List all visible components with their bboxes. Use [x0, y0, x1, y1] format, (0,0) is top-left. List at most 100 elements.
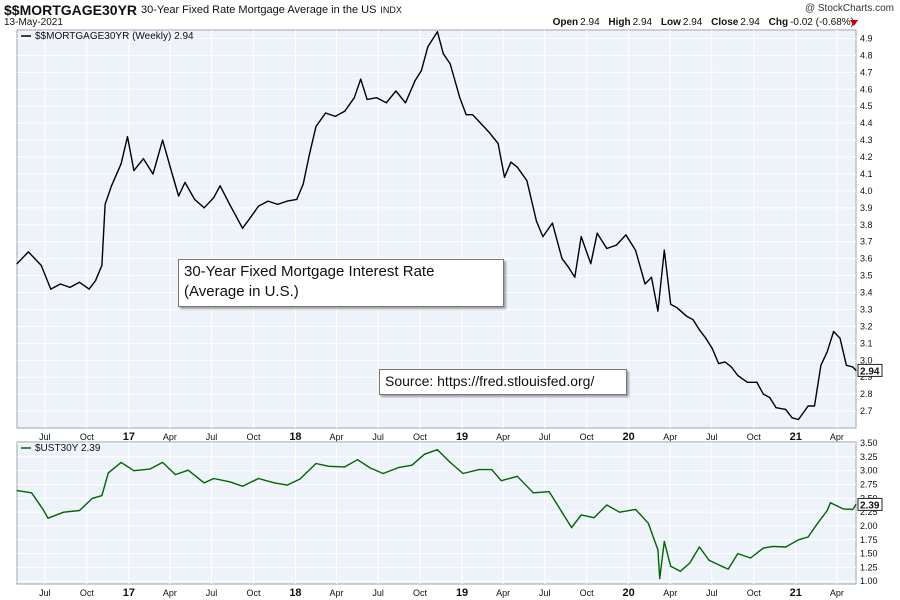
data-point [459, 97, 461, 99]
data-point [47, 517, 49, 519]
data-point [424, 453, 426, 455]
x-tick-label: 18 [289, 587, 301, 599]
data-point [574, 276, 576, 278]
y-tick-label: 3.5 [860, 271, 873, 281]
data-point [644, 283, 646, 285]
y-tick-label: 4.0 [860, 186, 873, 196]
data-point [718, 363, 720, 365]
data-point [420, 70, 423, 72]
y-tick-label: 3.25 [860, 452, 878, 462]
data-point [152, 173, 154, 175]
x-tick-label: Jul [372, 432, 384, 442]
data-point [120, 461, 122, 464]
data-point [385, 102, 387, 104]
data-point [561, 511, 563, 513]
data-point [737, 374, 739, 377]
copyright[interactable]: @ StockCharts.com [804, 3, 894, 14]
data-point [580, 236, 582, 238]
y-tick-label: 4.1 [860, 169, 873, 179]
data-point [16, 490, 18, 492]
x-tick-label: Oct [747, 588, 762, 598]
x-tick-label: Oct [246, 432, 261, 442]
data-point [650, 276, 653, 278]
data-point [749, 557, 752, 559]
data-point [807, 536, 809, 538]
data-point [296, 198, 298, 200]
y-tick-label: 3.8 [860, 220, 873, 230]
y-tick-label: 4.8 [860, 50, 873, 60]
data-point [500, 480, 502, 482]
data-point [133, 169, 135, 172]
annotation-line-1: 30-Year Fixed Mortgage Interest Rate [184, 263, 435, 280]
data-point [442, 53, 444, 55]
x-tick-label: Jul [39, 432, 51, 442]
data-point [411, 464, 413, 466]
data-point [532, 492, 534, 494]
data-point [436, 449, 439, 451]
treasury-yield-line [16, 449, 857, 580]
data-point [659, 577, 661, 580]
data-point [16, 263, 18, 265]
data-point [807, 405, 809, 407]
data-point [721, 565, 723, 567]
chart-header: $$MORTGAGE30YR 30-Year Fixed Rate Mortga… [0, 0, 900, 30]
data-point [101, 494, 103, 497]
symbol-description: 30-Year Fixed Rate Mortgage Average in t… [141, 4, 402, 16]
data-point [708, 559, 710, 561]
data-point [813, 405, 816, 407]
data-point [69, 286, 71, 289]
data-point [775, 407, 777, 409]
x-tick-label: Jul [706, 432, 718, 442]
last-value-label: 2.39 [860, 500, 880, 511]
open-label: Open [552, 17, 579, 28]
data-point [177, 195, 180, 197]
data-point [427, 46, 429, 48]
data-point [606, 504, 608, 506]
x-tick-label: Oct [80, 432, 95, 442]
y-tick-label: 3.3 [860, 304, 873, 314]
data-point [42, 508, 44, 511]
x-tick-label: 21 [790, 431, 802, 443]
data-point [174, 473, 176, 476]
last-value-label: 2.94 [860, 366, 880, 377]
x-tick-label: Apr [496, 432, 510, 442]
data-point [78, 281, 81, 283]
y-tick-label: 4.7 [860, 67, 873, 77]
y-tick-label: 3.50 [860, 438, 878, 448]
data-point [277, 203, 279, 206]
y-tick-label: 2.25 [860, 507, 878, 517]
data-point [302, 183, 304, 185]
data-point [596, 232, 598, 234]
data-point [670, 303, 672, 305]
y-tick-label: 1.50 [860, 549, 878, 559]
data-point [746, 381, 748, 383]
y-tick-label: 4.9 [860, 33, 873, 43]
data-point [101, 264, 103, 267]
data-point [634, 508, 637, 511]
chg-label: Chg [768, 17, 789, 28]
x-tick-label: 18 [289, 431, 301, 443]
data-point [817, 522, 819, 524]
data-point [471, 114, 474, 116]
exchange-label: INDX [380, 5, 402, 15]
data-point [248, 219, 250, 221]
mortgage-rate-line [16, 31, 857, 421]
data-point [78, 509, 81, 512]
data-point [31, 492, 33, 494]
description-text: 30-Year Fixed Rate Mortgage Average in t… [141, 4, 377, 16]
data-point [618, 511, 621, 513]
data-point [360, 78, 362, 80]
data-point [516, 166, 518, 168]
data-point [769, 396, 771, 399]
y-tick-label: 3.00 [860, 466, 878, 476]
y-tick-label: 2.00 [860, 521, 878, 531]
data-point [104, 203, 106, 206]
data-point [593, 517, 595, 519]
low-value: 2.94 [682, 17, 703, 28]
data-point [516, 475, 518, 477]
data-point [657, 549, 659, 551]
y-tick-label: 4.2 [860, 152, 873, 162]
data-point [142, 158, 145, 160]
chart-annotation-source: Source: https://fred.stlouisfed.org/ [379, 369, 627, 395]
data-point [324, 112, 327, 114]
